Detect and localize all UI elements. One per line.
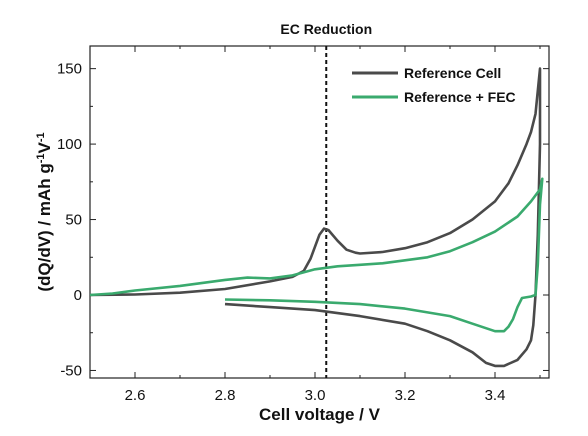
y-tick-label: 0 [74, 287, 82, 304]
x-tick-label: 3.2 [395, 387, 416, 404]
y-tick-label: 150 [57, 61, 82, 78]
tick-labels: 2.6 2.8 3.0 3.2 3.4 -50 0 50 100 150 [57, 61, 505, 404]
x-tick-label: 2.8 [215, 387, 236, 404]
plot-frame [89, 45, 550, 379]
x-axis-title: Cell voltage / V [259, 405, 381, 424]
y-tick-label: 50 [65, 212, 82, 229]
series-line-reference-fec [89, 177, 544, 333]
y-axis-title: (dQ/dV) / mAh g-1V-1 [35, 132, 54, 291]
y-axis-title-exp1: -1 [35, 153, 47, 163]
y-axis-title-unit: V [35, 141, 54, 153]
legend: Reference Cell Reference + FEC [352, 65, 516, 105]
x-tick-label: 2.6 [125, 387, 146, 404]
x-tick-label: 3.0 [305, 387, 326, 404]
y-axis-title-main: (dQ/dV) / mAh g [35, 163, 54, 291]
y-tick-label: 100 [57, 136, 82, 153]
legend-label: Reference Cell [404, 65, 501, 81]
series-line-reference-cell [89, 67, 542, 368]
y-axis-title-exp2: -1 [35, 132, 47, 142]
y-tick-label: -50 [60, 362, 82, 379]
legend-label: Reference + FEC [404, 89, 516, 105]
ec-reduction-label: EC Reduction [280, 21, 372, 37]
x-tick-label: 3.4 [485, 387, 506, 404]
series [89, 67, 544, 368]
annotations: EC Reduction [280, 21, 372, 378]
ticks [89, 46, 549, 378]
